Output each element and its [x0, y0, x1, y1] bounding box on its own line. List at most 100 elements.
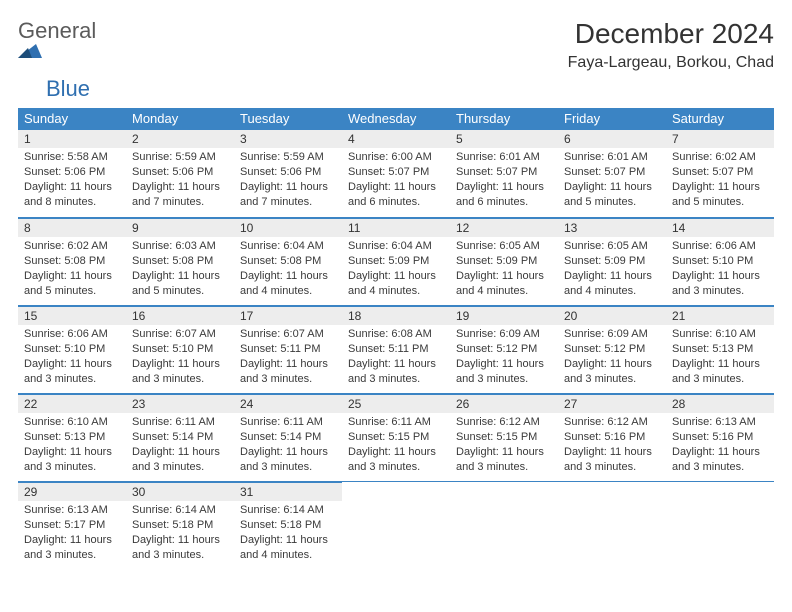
- daylight-line: Daylight: 11 hours and 3 minutes.: [132, 445, 228, 475]
- calendar-day-cell: 25Sunrise: 6:11 AMSunset: 5:15 PMDayligh…: [342, 394, 450, 482]
- calendar-day-cell: 1Sunrise: 5:58 AMSunset: 5:06 PMDaylight…: [18, 130, 126, 218]
- calendar-day-cell: 15Sunrise: 6:06 AMSunset: 5:10 PMDayligh…: [18, 306, 126, 394]
- calendar-day-cell: 11Sunrise: 6:04 AMSunset: 5:09 PMDayligh…: [342, 218, 450, 306]
- day-number: 26: [450, 394, 558, 413]
- month-title: December 2024: [568, 18, 774, 50]
- day-info: Sunrise: 6:06 AMSunset: 5:10 PMDaylight:…: [666, 237, 774, 302]
- day-info: Sunrise: 6:05 AMSunset: 5:09 PMDaylight:…: [450, 237, 558, 302]
- calendar-day-cell: 18Sunrise: 6:08 AMSunset: 5:11 PMDayligh…: [342, 306, 450, 394]
- sunrise-line: Sunrise: 6:01 AM: [456, 150, 552, 165]
- sunset-line: Sunset: 5:09 PM: [348, 254, 444, 269]
- sunset-line: Sunset: 5:07 PM: [672, 165, 768, 180]
- day-number: 23: [126, 394, 234, 413]
- day-info: Sunrise: 6:02 AMSunset: 5:08 PMDaylight:…: [18, 237, 126, 302]
- daylight-line: Daylight: 11 hours and 3 minutes.: [348, 357, 444, 387]
- day-number: 4: [342, 130, 450, 148]
- day-info: Sunrise: 6:08 AMSunset: 5:11 PMDaylight:…: [342, 325, 450, 390]
- calendar-week-row: 1Sunrise: 5:58 AMSunset: 5:06 PMDaylight…: [18, 130, 774, 218]
- day-number: 12: [450, 218, 558, 237]
- day-number: 24: [234, 394, 342, 413]
- calendar-day-cell: 16Sunrise: 6:07 AMSunset: 5:10 PMDayligh…: [126, 306, 234, 394]
- day-number: 16: [126, 306, 234, 325]
- day-number: 11: [342, 218, 450, 237]
- daylight-line: Daylight: 11 hours and 3 minutes.: [564, 357, 660, 387]
- header: General Blue December 2024 Faya-Largeau,…: [18, 18, 774, 102]
- sunrise-line: Sunrise: 6:01 AM: [564, 150, 660, 165]
- day-number: 9: [126, 218, 234, 237]
- daylight-line: Daylight: 11 hours and 3 minutes.: [456, 445, 552, 475]
- calendar-week-row: 15Sunrise: 6:06 AMSunset: 5:10 PMDayligh…: [18, 306, 774, 394]
- sunset-line: Sunset: 5:10 PM: [24, 342, 120, 357]
- calendar-day-cell: 20Sunrise: 6:09 AMSunset: 5:12 PMDayligh…: [558, 306, 666, 394]
- sunrise-line: Sunrise: 6:05 AM: [456, 239, 552, 254]
- sunrise-line: Sunrise: 5:58 AM: [24, 150, 120, 165]
- day-number: 29: [18, 482, 126, 501]
- daylight-line: Daylight: 11 hours and 5 minutes.: [564, 180, 660, 210]
- sunrise-line: Sunrise: 6:06 AM: [672, 239, 768, 254]
- calendar-day-cell: 24Sunrise: 6:11 AMSunset: 5:14 PMDayligh…: [234, 394, 342, 482]
- logo-text-general: General: [18, 18, 96, 43]
- sunset-line: Sunset: 5:07 PM: [456, 165, 552, 180]
- calendar-empty-cell: [558, 482, 666, 570]
- title-block: December 2024 Faya-Largeau, Borkou, Chad: [568, 18, 774, 72]
- calendar-week-row: 22Sunrise: 6:10 AMSunset: 5:13 PMDayligh…: [18, 394, 774, 482]
- sunrise-line: Sunrise: 6:04 AM: [240, 239, 336, 254]
- sunrise-line: Sunrise: 6:12 AM: [564, 415, 660, 430]
- sunrise-line: Sunrise: 6:09 AM: [564, 327, 660, 342]
- day-number: 17: [234, 306, 342, 325]
- day-number: 2: [126, 130, 234, 148]
- sunset-line: Sunset: 5:07 PM: [348, 165, 444, 180]
- day-info: Sunrise: 6:14 AMSunset: 5:18 PMDaylight:…: [234, 501, 342, 566]
- sunrise-line: Sunrise: 6:10 AM: [672, 327, 768, 342]
- sunset-line: Sunset: 5:13 PM: [24, 430, 120, 445]
- day-info: Sunrise: 6:06 AMSunset: 5:10 PMDaylight:…: [18, 325, 126, 390]
- weekday-header-row: Sunday Monday Tuesday Wednesday Thursday…: [18, 108, 774, 130]
- sunset-line: Sunset: 5:09 PM: [456, 254, 552, 269]
- sunset-line: Sunset: 5:15 PM: [456, 430, 552, 445]
- logo-mark-icon: [18, 44, 96, 58]
- day-info: Sunrise: 6:14 AMSunset: 5:18 PMDaylight:…: [126, 501, 234, 566]
- sunset-line: Sunset: 5:08 PM: [24, 254, 120, 269]
- day-number: 10: [234, 218, 342, 237]
- daylight-line: Daylight: 11 hours and 4 minutes.: [348, 269, 444, 299]
- sunset-line: Sunset: 5:10 PM: [672, 254, 768, 269]
- sunrise-line: Sunrise: 6:11 AM: [132, 415, 228, 430]
- day-info: Sunrise: 6:04 AMSunset: 5:08 PMDaylight:…: [234, 237, 342, 302]
- sunset-line: Sunset: 5:08 PM: [240, 254, 336, 269]
- sunset-line: Sunset: 5:15 PM: [348, 430, 444, 445]
- calendar-week-row: 8Sunrise: 6:02 AMSunset: 5:08 PMDaylight…: [18, 218, 774, 306]
- calendar-day-cell: 12Sunrise: 6:05 AMSunset: 5:09 PMDayligh…: [450, 218, 558, 306]
- sunrise-line: Sunrise: 6:06 AM: [24, 327, 120, 342]
- sunrise-line: Sunrise: 6:08 AM: [348, 327, 444, 342]
- day-number: 25: [342, 394, 450, 413]
- logo: General Blue: [18, 18, 96, 102]
- day-info: Sunrise: 6:04 AMSunset: 5:09 PMDaylight:…: [342, 237, 450, 302]
- weekday-header: Wednesday: [342, 108, 450, 130]
- sunset-line: Sunset: 5:14 PM: [132, 430, 228, 445]
- daylight-line: Daylight: 11 hours and 8 minutes.: [24, 180, 120, 210]
- day-number: 18: [342, 306, 450, 325]
- day-info: Sunrise: 6:11 AMSunset: 5:14 PMDaylight:…: [126, 413, 234, 478]
- day-info: Sunrise: 6:07 AMSunset: 5:10 PMDaylight:…: [126, 325, 234, 390]
- calendar-week-row: 29Sunrise: 6:13 AMSunset: 5:17 PMDayligh…: [18, 482, 774, 570]
- day-number: 5: [450, 130, 558, 148]
- day-info: Sunrise: 6:05 AMSunset: 5:09 PMDaylight:…: [558, 237, 666, 302]
- sunset-line: Sunset: 5:12 PM: [456, 342, 552, 357]
- daylight-line: Daylight: 11 hours and 3 minutes.: [24, 445, 120, 475]
- sunrise-line: Sunrise: 6:11 AM: [240, 415, 336, 430]
- calendar-day-cell: 4Sunrise: 6:00 AMSunset: 5:07 PMDaylight…: [342, 130, 450, 218]
- daylight-line: Daylight: 11 hours and 6 minutes.: [348, 180, 444, 210]
- sunset-line: Sunset: 5:12 PM: [564, 342, 660, 357]
- day-number: 21: [666, 306, 774, 325]
- calendar-day-cell: 14Sunrise: 6:06 AMSunset: 5:10 PMDayligh…: [666, 218, 774, 306]
- calendar-day-cell: 28Sunrise: 6:13 AMSunset: 5:16 PMDayligh…: [666, 394, 774, 482]
- weekday-header: Saturday: [666, 108, 774, 130]
- sunset-line: Sunset: 5:07 PM: [564, 165, 660, 180]
- day-info: Sunrise: 6:09 AMSunset: 5:12 PMDaylight:…: [558, 325, 666, 390]
- calendar-day-cell: 5Sunrise: 6:01 AMSunset: 5:07 PMDaylight…: [450, 130, 558, 218]
- daylight-line: Daylight: 11 hours and 3 minutes.: [132, 357, 228, 387]
- calendar-day-cell: 17Sunrise: 6:07 AMSunset: 5:11 PMDayligh…: [234, 306, 342, 394]
- sunrise-line: Sunrise: 5:59 AM: [132, 150, 228, 165]
- daylight-line: Daylight: 11 hours and 3 minutes.: [348, 445, 444, 475]
- day-info: Sunrise: 6:02 AMSunset: 5:07 PMDaylight:…: [666, 148, 774, 213]
